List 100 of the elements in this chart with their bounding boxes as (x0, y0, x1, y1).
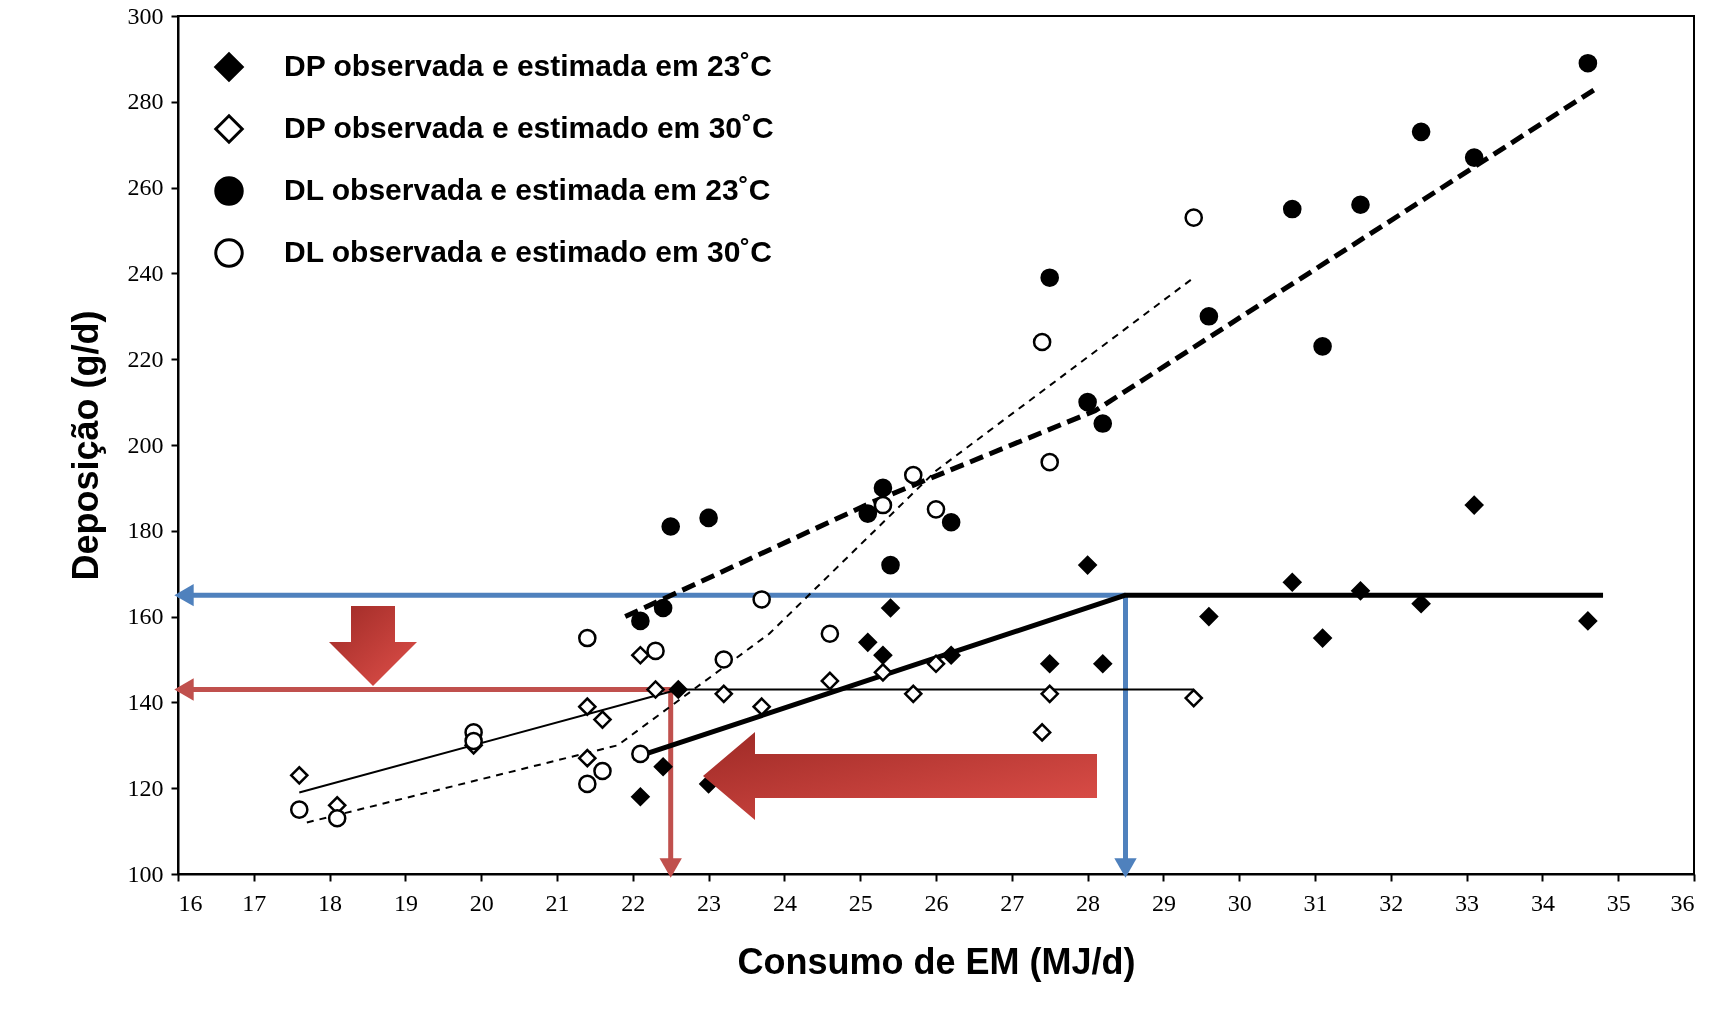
legend-label: DP observada e estimado em 30˚C (284, 111, 774, 144)
point (1282, 199, 1302, 219)
x-tick-label: 27 (1000, 889, 1025, 916)
x-axis-title: Consumo de EM (MJ/d) (737, 940, 1136, 982)
point (1040, 268, 1060, 287)
point (1411, 122, 1431, 142)
y-tick-label: 200 (127, 431, 164, 458)
legend-label: DL observada e estimada em 23˚C (284, 173, 771, 206)
point (1199, 307, 1219, 326)
legend-label: DL observada e estimado em 30˚C (284, 235, 772, 268)
point (578, 697, 597, 716)
x-tick-label: 30 (1227, 889, 1252, 916)
point (873, 478, 893, 498)
x-tick-label: 20 (469, 889, 494, 916)
point (653, 757, 673, 777)
point (699, 508, 718, 528)
point (1313, 337, 1332, 356)
y-tick-label: 280 (127, 88, 164, 115)
x-tick-label: 16 (178, 889, 203, 916)
point (289, 800, 309, 819)
x-tick-label: 21 (545, 889, 570, 916)
point (631, 611, 650, 631)
point (873, 663, 893, 682)
x-tick-label: 19 (393, 889, 418, 916)
x-tick-label: 25 (848, 889, 873, 916)
point (593, 761, 612, 781)
point (1040, 452, 1060, 472)
x-tick-label: 35 (1606, 889, 1631, 916)
point (646, 641, 665, 661)
point (1032, 723, 1052, 742)
point (1313, 628, 1332, 648)
point (714, 684, 734, 704)
point (873, 645, 893, 665)
point (646, 680, 665, 699)
point (714, 650, 734, 669)
point (1032, 332, 1052, 352)
point (653, 598, 673, 618)
point (593, 710, 612, 729)
point (903, 684, 923, 704)
point (668, 680, 688, 699)
point (661, 517, 681, 536)
y-tick-label: 140 (127, 688, 164, 715)
y-tick-label: 100 (127, 860, 164, 887)
point (1184, 208, 1204, 227)
point (926, 500, 946, 519)
x-tick-label: 23 (697, 889, 722, 916)
x-tick-label: 33 (1455, 889, 1480, 916)
point (1411, 594, 1431, 614)
x-tick-label: 18 (318, 889, 343, 916)
point (631, 645, 650, 665)
point (464, 731, 483, 751)
y-tick-label: 240 (127, 259, 164, 286)
point (1282, 572, 1302, 592)
point (858, 633, 878, 652)
point (1199, 607, 1219, 626)
y-tick-label: 160 (127, 603, 164, 630)
point (1040, 654, 1060, 674)
x-tick-label: 34 (1530, 889, 1555, 916)
point (631, 787, 650, 807)
point (327, 808, 347, 828)
x-tick-label: 24 (772, 889, 797, 916)
point (578, 774, 597, 794)
x-tick-label: 36 (1670, 889, 1695, 916)
point (1578, 611, 1598, 631)
point (289, 766, 309, 785)
point (752, 697, 771, 716)
y-tick-label: 260 (127, 174, 164, 201)
point (873, 495, 893, 515)
x-tick-label: 17 (242, 889, 267, 916)
point (1078, 555, 1097, 575)
point (926, 654, 946, 674)
x-tick-label: 29 (1151, 889, 1176, 916)
point (820, 671, 840, 691)
y-axis-title: Deposição (g/d) (64, 310, 106, 581)
point (1464, 148, 1484, 167)
point (1464, 495, 1484, 515)
y-tick-label: 300 (127, 2, 164, 29)
point (1578, 53, 1598, 73)
y-tick-label: 120 (127, 774, 164, 801)
point (578, 628, 597, 648)
x-tick-label: 32 (1379, 889, 1404, 916)
point (941, 512, 961, 532)
point (1040, 684, 1060, 704)
legend-label: DP observada e estimada em 23˚C (284, 49, 773, 82)
x-tick-label: 22 (621, 889, 646, 916)
point (1093, 654, 1113, 674)
point (903, 465, 923, 485)
point (578, 748, 597, 768)
point (631, 744, 650, 764)
point (858, 504, 878, 523)
point (820, 624, 840, 644)
point (881, 555, 900, 575)
point (1078, 392, 1097, 412)
point (881, 598, 900, 618)
point (1351, 581, 1370, 601)
x-tick-label: 31 (1303, 889, 1328, 916)
point (941, 645, 961, 665)
x-tick-label: 26 (924, 889, 949, 916)
point (1351, 195, 1370, 215)
point (1184, 688, 1204, 708)
